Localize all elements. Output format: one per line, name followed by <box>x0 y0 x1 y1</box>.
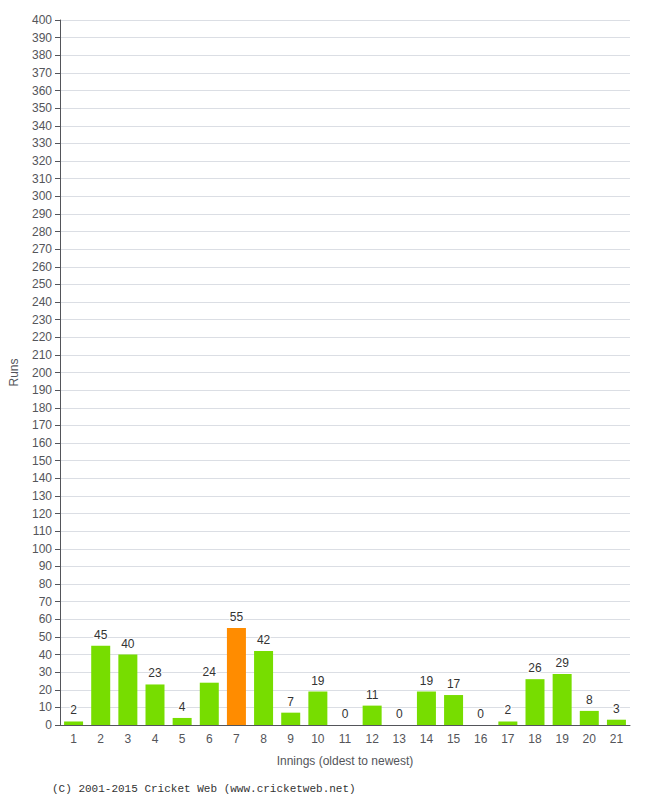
svg-text:7: 7 <box>287 695 294 709</box>
svg-text:29: 29 <box>555 656 569 670</box>
svg-text:330: 330 <box>32 136 52 150</box>
svg-text:19: 19 <box>311 674 325 688</box>
svg-text:5: 5 <box>179 732 186 746</box>
svg-text:0: 0 <box>396 707 403 721</box>
svg-text:19: 19 <box>555 732 569 746</box>
svg-text:170: 170 <box>32 418 52 432</box>
svg-text:1: 1 <box>70 732 77 746</box>
svg-text:100: 100 <box>32 542 52 556</box>
svg-text:160: 160 <box>32 436 52 450</box>
svg-text:60: 60 <box>39 612 53 626</box>
svg-text:370: 370 <box>32 66 52 80</box>
svg-text:11: 11 <box>366 688 379 702</box>
svg-text:90: 90 <box>39 559 53 573</box>
svg-text:4: 4 <box>179 700 186 714</box>
svg-text:150: 150 <box>32 454 52 468</box>
svg-text:210: 210 <box>32 348 52 362</box>
svg-text:200: 200 <box>32 366 52 380</box>
svg-text:11: 11 <box>339 732 352 746</box>
svg-text:260: 260 <box>32 260 52 274</box>
svg-text:80: 80 <box>39 577 53 591</box>
svg-text:10: 10 <box>39 700 53 714</box>
svg-text:16: 16 <box>474 732 488 746</box>
svg-text:55: 55 <box>230 610 244 624</box>
svg-text:42: 42 <box>257 633 271 647</box>
svg-text:2: 2 <box>97 732 104 746</box>
svg-text:270: 270 <box>32 242 52 256</box>
svg-text:40: 40 <box>121 637 135 651</box>
svg-text:20: 20 <box>583 732 597 746</box>
svg-text:8: 8 <box>260 732 267 746</box>
svg-text:3: 3 <box>613 702 620 716</box>
svg-text:300: 300 <box>32 189 52 203</box>
svg-text:310: 310 <box>32 172 52 186</box>
svg-text:230: 230 <box>32 313 52 327</box>
svg-text:220: 220 <box>32 330 52 344</box>
svg-text:250: 250 <box>32 277 52 291</box>
svg-text:Runs: Runs <box>7 358 21 386</box>
svg-text:400: 400 <box>32 13 52 27</box>
svg-text:110: 110 <box>33 524 52 538</box>
svg-text:Innings (oldest to newest): Innings (oldest to newest) <box>277 754 414 768</box>
svg-text:240: 240 <box>32 295 52 309</box>
svg-text:7: 7 <box>233 732 240 746</box>
svg-text:290: 290 <box>32 207 52 221</box>
svg-text:45: 45 <box>94 628 108 642</box>
svg-text:15: 15 <box>447 732 461 746</box>
svg-text:70: 70 <box>39 595 53 609</box>
svg-text:19: 19 <box>420 674 434 688</box>
svg-text:380: 380 <box>32 48 52 62</box>
svg-text:40: 40 <box>39 648 53 662</box>
svg-text:23: 23 <box>148 666 162 680</box>
svg-text:(C) 2001-2015 Cricket Web (www: (C) 2001-2015 Cricket Web (www.cricketwe… <box>52 783 356 795</box>
svg-text:0: 0 <box>342 707 349 721</box>
svg-text:17: 17 <box>447 677 461 691</box>
svg-text:26: 26 <box>528 661 542 675</box>
svg-text:190: 190 <box>32 383 52 397</box>
svg-text:350: 350 <box>32 101 52 115</box>
svg-text:2: 2 <box>70 703 77 717</box>
svg-text:120: 120 <box>32 507 52 521</box>
svg-text:3: 3 <box>125 732 132 746</box>
svg-text:13: 13 <box>393 732 407 746</box>
svg-text:10: 10 <box>311 732 325 746</box>
svg-text:17: 17 <box>501 732 515 746</box>
svg-text:340: 340 <box>32 119 52 133</box>
svg-text:6: 6 <box>206 732 213 746</box>
svg-text:4: 4 <box>152 732 159 746</box>
svg-text:320: 320 <box>32 154 52 168</box>
svg-text:24: 24 <box>203 665 217 679</box>
svg-text:8: 8 <box>586 693 593 707</box>
svg-text:2: 2 <box>505 703 512 717</box>
svg-text:21: 21 <box>610 732 624 746</box>
svg-text:390: 390 <box>32 31 52 45</box>
svg-text:180: 180 <box>32 401 52 415</box>
svg-text:14: 14 <box>420 732 434 746</box>
svg-text:12: 12 <box>365 732 379 746</box>
svg-text:0: 0 <box>45 718 52 732</box>
svg-text:0: 0 <box>477 707 484 721</box>
svg-text:140: 140 <box>32 471 52 485</box>
svg-text:9: 9 <box>287 732 294 746</box>
svg-text:20: 20 <box>39 683 53 697</box>
svg-text:280: 280 <box>32 225 52 239</box>
svg-text:30: 30 <box>39 665 53 679</box>
svg-text:18: 18 <box>528 732 542 746</box>
svg-text:360: 360 <box>32 84 52 98</box>
svg-text:130: 130 <box>32 489 52 503</box>
svg-text:50: 50 <box>39 630 53 644</box>
